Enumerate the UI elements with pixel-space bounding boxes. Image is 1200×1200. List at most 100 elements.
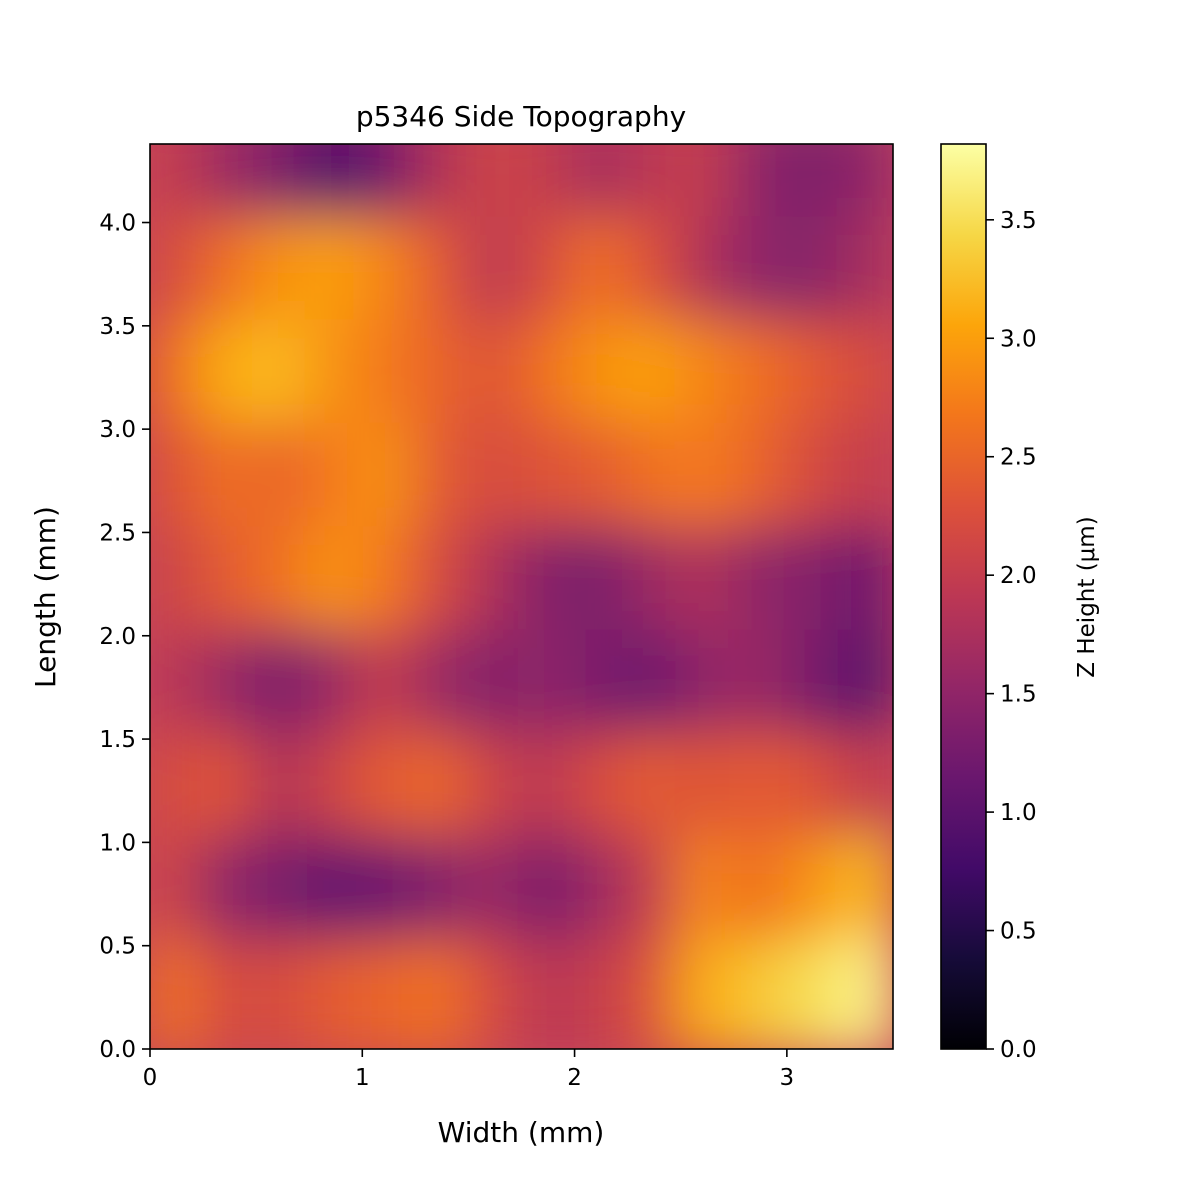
heatmap-cell xyxy=(676,319,739,436)
heatmap-cell xyxy=(305,216,367,332)
heatmap-cell xyxy=(676,629,739,746)
heatmap-cell xyxy=(570,216,632,332)
heatmap-cell xyxy=(623,144,685,229)
heatmap-cell xyxy=(411,144,473,229)
heatmap-cell xyxy=(305,144,367,229)
heatmap-cell xyxy=(358,144,420,229)
heatmap-cell xyxy=(464,629,526,746)
heatmap-cell xyxy=(835,836,893,952)
plot-frame xyxy=(149,143,894,1050)
y-tick-label: 0.0 xyxy=(99,1037,136,1063)
heatmap-cell xyxy=(358,526,420,642)
heatmap-cell xyxy=(729,836,792,952)
heatmap-cell xyxy=(305,939,367,1049)
heatmap-cell xyxy=(782,629,845,746)
colorbar-tick-label: 2.5 xyxy=(1000,445,1037,471)
heatmap-cell xyxy=(676,526,739,642)
heatmap-cell xyxy=(251,629,314,746)
y-axis-ticks: 0.0 0.5 1.0 1.5 2.0 2.5 3.0 3.5 4.0 xyxy=(99,211,150,1063)
heatmap-cell xyxy=(835,629,893,746)
heatmap-cell xyxy=(517,216,579,332)
heatmap-cell xyxy=(305,836,367,952)
heatmap-cell xyxy=(251,422,314,539)
heatmap-cell xyxy=(150,836,208,952)
x-tick-label: 0 xyxy=(143,1065,158,1091)
colorbar-tick-label: 0.0 xyxy=(1000,1037,1037,1063)
heatmap-cell xyxy=(150,732,208,849)
heatmap-cell xyxy=(623,939,685,1049)
heatmap-cell xyxy=(570,526,632,642)
heatmap-cell xyxy=(150,319,208,436)
heatmap-cell xyxy=(464,422,526,539)
y-tick-label: 0.5 xyxy=(99,934,136,960)
heatmap-cell xyxy=(198,144,261,229)
heatmap-cell xyxy=(676,732,739,849)
heatmap-cell xyxy=(623,732,685,849)
heatmap-cell xyxy=(411,319,473,436)
colorbar-tick-label: 0.5 xyxy=(1000,919,1037,945)
heatmap-cell xyxy=(198,732,261,849)
heatmap-area xyxy=(150,144,893,1049)
heatmap-cell xyxy=(411,939,473,1049)
heatmap-cell xyxy=(729,422,792,539)
heatmap-cell xyxy=(251,836,314,952)
colorbar-ticks: 0.0 0.5 1.0 1.5 2.0 2.5 3.0 3.5 xyxy=(986,208,1037,1063)
heatmap-cell xyxy=(517,422,579,539)
heatmap-cell xyxy=(729,216,792,332)
heatmap-cell xyxy=(464,732,526,849)
heatmap-cell xyxy=(835,422,893,539)
heatmap-cell xyxy=(150,422,208,539)
heatmap-cell xyxy=(464,526,526,642)
heatmap-cell xyxy=(198,319,261,436)
x-tick-label: 3 xyxy=(780,1065,795,1091)
heatmap-cell xyxy=(305,319,367,436)
x-tick-label: 2 xyxy=(567,1065,582,1091)
heatmap-cell xyxy=(782,422,845,539)
heatmap-cell xyxy=(729,939,792,1049)
colorbar-tick-label: 3.0 xyxy=(1000,326,1037,352)
heatmap-cell xyxy=(198,939,261,1049)
colorbar-tick-label: 1.0 xyxy=(1000,800,1037,826)
heatmap-cells xyxy=(150,144,893,1049)
heatmap-cell xyxy=(150,144,208,229)
heatmap-cell xyxy=(782,836,845,952)
heatmap-cell xyxy=(251,526,314,642)
heatmap-cell xyxy=(623,836,685,952)
heatmap-cell xyxy=(198,836,261,952)
heatmap-cell xyxy=(150,216,208,332)
heatmap-cell xyxy=(729,319,792,436)
heatmap-cell xyxy=(358,939,420,1049)
chart-title: p5346 Side Topography xyxy=(356,100,686,133)
colorbar-tick-label: 3.5 xyxy=(1000,208,1037,234)
heatmap-cell xyxy=(782,732,845,849)
heatmap-cell xyxy=(782,939,845,1049)
heatmap-cell xyxy=(305,526,367,642)
heatmap-cell xyxy=(676,422,739,539)
heatmap-cell xyxy=(570,629,632,746)
heatmap-cell xyxy=(676,216,739,332)
heatmap-cell xyxy=(411,216,473,332)
colorbar-tick-label: 2.0 xyxy=(1000,563,1037,589)
heatmap-cell xyxy=(251,216,314,332)
heatmap-cell xyxy=(358,216,420,332)
heatmap-cell xyxy=(358,629,420,746)
heatmap-cell xyxy=(517,629,579,746)
heatmap-cell xyxy=(835,144,893,229)
heatmap-cell xyxy=(464,939,526,1049)
heatmap-cell xyxy=(623,216,685,332)
heatmap-cell xyxy=(782,319,845,436)
heatmap-cell xyxy=(676,939,739,1049)
heatmap-cell xyxy=(517,732,579,849)
y-tick-label: 2.0 xyxy=(99,624,136,650)
x-axis-ticks: 0 1 2 3 xyxy=(143,1049,794,1091)
heatmap-cell xyxy=(517,526,579,642)
heatmap-cell xyxy=(198,422,261,539)
x-axis-label: Width (mm) xyxy=(438,1116,605,1149)
heatmap-cell xyxy=(198,629,261,746)
heatmap-cell xyxy=(464,216,526,332)
heatmap-cell xyxy=(198,216,261,332)
heatmap-cell xyxy=(517,836,579,952)
colorbar-tick-label: 1.5 xyxy=(1000,682,1037,708)
heatmap-cell xyxy=(623,319,685,436)
y-tick-label: 1.0 xyxy=(99,830,136,856)
